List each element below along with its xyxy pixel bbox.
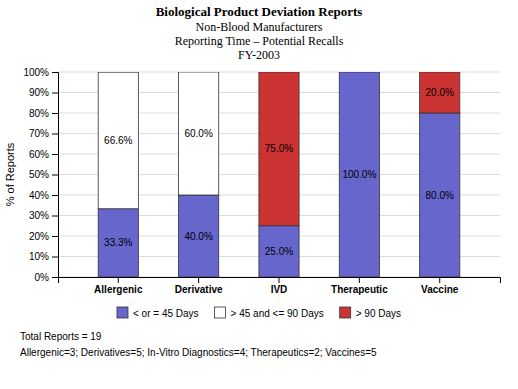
- subtitle: FY-2003: [238, 48, 280, 62]
- bar: [179, 72, 219, 73]
- y-tick: 90%: [29, 87, 58, 98]
- y-tick: 70%: [29, 128, 58, 139]
- data-labels: 33.3% 40.0% 25.0% 100.0% 80.0% 66.6% 60.0% 75.0…: [104, 87, 454, 257]
- y-tick: 10%: [29, 251, 58, 262]
- y-tick-mark: [52, 175, 58, 176]
- x-tick-mark: [439, 277, 440, 283]
- y-tick: 0%: [35, 272, 58, 283]
- x-tick-label: Allergenic: [94, 284, 143, 295]
- series: [98, 72, 460, 277]
- title: Biological Product Deviation Reports: [156, 4, 363, 19]
- y-tick-mark: [52, 134, 58, 135]
- x-tick: Derivative: [175, 277, 223, 295]
- x-tick: Vaccine: [421, 277, 459, 295]
- y-tick-mark: [52, 216, 58, 217]
- x-tick-label: Vaccine: [421, 284, 459, 295]
- series: [98, 72, 219, 209]
- x-tick-label: Therapeutic: [331, 284, 388, 295]
- y-tick-mark: [52, 72, 58, 73]
- y-tick: 20%: [29, 231, 58, 242]
- x-axis-line: [59, 278, 501, 284]
- plot: 33.3% 40.0% 25.0% 100.0% 80.0% 66.6% 60.0% 75.0…: [23, 67, 500, 295]
- bar: [420, 113, 460, 277]
- data-label: 25.0%: [265, 246, 293, 257]
- y-tick-label: 10%: [29, 251, 49, 262]
- data-label: 33.3%: [104, 237, 132, 248]
- y-tick-mark: [52, 154, 58, 155]
- legend-item: < or = 45 Days: [117, 307, 199, 319]
- data-label: 75.0%: [265, 143, 293, 154]
- bar: [259, 226, 299, 277]
- legend-swatch: [117, 307, 128, 318]
- subtitle: Reporting Time – Potential Recalls: [175, 34, 344, 48]
- bar: [98, 72, 138, 209]
- bar: [339, 72, 379, 73]
- x-tick-mark: [279, 277, 280, 283]
- chart: Biological Product Deviation ReportsNon-…: [0, 0, 518, 389]
- legend: < or = 45 Days > 45 and <= 90 Days > 90 Da…: [117, 307, 401, 319]
- y-tick-mark: [52, 113, 58, 114]
- y-tick-mark: [52, 277, 58, 278]
- bar: [339, 72, 379, 73]
- legend-label: > 90 Days: [356, 308, 401, 319]
- y-tick-label: 90%: [29, 87, 49, 98]
- x-tick: Allergenic: [94, 277, 143, 295]
- x-tick-mark: [359, 277, 360, 283]
- bar: [259, 72, 299, 226]
- y-tick: 100%: [23, 67, 58, 78]
- y-tick-label: 40%: [29, 190, 49, 201]
- y-tick-label: 0%: [35, 272, 50, 283]
- y-tick-label: 30%: [29, 210, 49, 221]
- data-label: 66.6%: [104, 135, 132, 146]
- data-label: 20.0%: [426, 87, 454, 98]
- bar: [339, 72, 379, 277]
- x-axis: Allergenic Derivative IVD Therapeutic Vaccin…: [59, 277, 501, 295]
- x-tick-label: IVD: [271, 284, 288, 295]
- y-tick-mark: [52, 257, 58, 258]
- data-label: 100.0%: [342, 169, 376, 180]
- y-tick-label: 60%: [29, 149, 49, 160]
- y-tick-label: 100%: [23, 67, 49, 78]
- footnote: Allergenic=3; Derivatives=5; In-Vitro Di…: [20, 347, 377, 358]
- subtitle: Non-Blood Manufacturers: [196, 20, 323, 34]
- footnote: Total Reports = 19: [20, 331, 102, 342]
- y-axis: 0% 10% 20% 30% 40% 50% 60% 70% 80% 90% 100%: [23, 67, 58, 283]
- legend-swatch: [215, 307, 226, 318]
- x-tick: IVD: [271, 277, 288, 295]
- y-tick-mark: [52, 195, 58, 196]
- legend-item: > 45 and <= 90 Days: [215, 307, 324, 319]
- bar: [179, 195, 219, 277]
- y-tick: 80%: [29, 108, 58, 119]
- y-tick-mark: [52, 93, 58, 94]
- y-tick-mark: [52, 236, 58, 237]
- data-label: 40.0%: [184, 231, 212, 242]
- bar: [98, 72, 138, 73]
- grid: [58, 72, 500, 277]
- bar: [98, 209, 138, 277]
- bar: [179, 72, 219, 195]
- y-tick-label: 80%: [29, 108, 49, 119]
- y-tick-label: 50%: [29, 169, 49, 180]
- legend-swatch: [340, 307, 351, 318]
- x-tick-mark: [198, 277, 199, 283]
- legend-label: < or = 45 Days: [133, 308, 199, 319]
- legend-label: > 45 and <= 90 Days: [231, 308, 324, 319]
- y-axis-line: [52, 73, 59, 278]
- y-tick-label: 70%: [29, 128, 49, 139]
- legend-item: > 90 Days: [340, 307, 401, 319]
- x-tick: Therapeutic: [331, 277, 388, 295]
- bars: [98, 72, 460, 277]
- y-tick: 40%: [29, 190, 58, 201]
- x-tick-label: Derivative: [175, 284, 223, 295]
- data-label: 80.0%: [426, 190, 454, 201]
- y-tick: 30%: [29, 210, 58, 221]
- bar: [420, 72, 460, 113]
- data-label: 60.0%: [184, 128, 212, 139]
- series: [259, 72, 460, 226]
- y-tick: 60%: [29, 149, 58, 160]
- y-tick: 50%: [29, 169, 58, 180]
- y-axis-title: % of Reports: [4, 142, 16, 206]
- x-tick-mark: [118, 277, 119, 283]
- y-tick-label: 20%: [29, 231, 49, 242]
